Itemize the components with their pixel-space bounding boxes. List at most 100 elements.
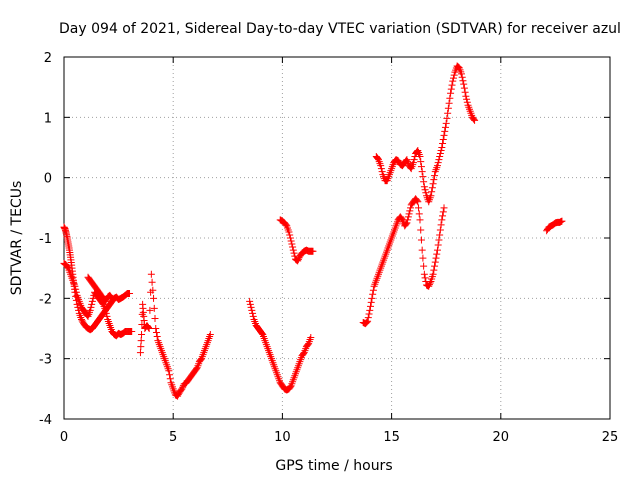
y-tick-label: -3	[39, 353, 52, 368]
data-point-marker	[363, 318, 371, 326]
data-point-marker	[415, 204, 423, 212]
data-point-marker	[447, 85, 455, 93]
data-point-marker	[378, 168, 386, 176]
data-point-marker	[247, 303, 255, 311]
data-point-marker	[152, 325, 160, 332]
data-point-marker	[416, 153, 424, 161]
data-point-marker	[294, 257, 302, 265]
data-point-marker	[166, 375, 174, 383]
y-tick-label: -2	[39, 292, 52, 307]
data-point-marker	[443, 114, 451, 122]
data-point-marker	[364, 314, 372, 322]
data-point-marker	[463, 95, 471, 103]
data-point-marker	[460, 80, 468, 88]
data-point-marker	[88, 300, 96, 308]
data-point-marker	[206, 331, 214, 339]
data-point-marker	[420, 262, 428, 270]
data-point-marker	[418, 246, 426, 254]
data-point-marker	[431, 172, 439, 180]
data-point-marker	[420, 183, 428, 191]
data-point-marker	[439, 208, 447, 216]
data-point-marker	[246, 300, 254, 308]
data-point-marker	[87, 303, 95, 311]
data-point-marker	[433, 162, 441, 170]
data-point-marker	[249, 309, 257, 317]
data-point-marker	[436, 226, 444, 234]
data-point-marker	[470, 115, 478, 123]
data-point-marker	[440, 204, 448, 212]
data-point-marker	[429, 180, 437, 188]
axis-ticks: 0 5 10 15 20 25 -4 -3 -2 -1 0 1 2	[39, 51, 618, 445]
data-point-marker	[369, 290, 377, 298]
data-point-marker	[430, 266, 438, 274]
data-point-marker	[101, 306, 109, 314]
data-point-marker	[88, 297, 96, 305]
data-point-marker	[457, 70, 465, 78]
data-point-marker	[419, 173, 427, 181]
data-point-marker	[404, 213, 412, 221]
data-point-marker	[86, 306, 94, 314]
data-point-marker	[197, 356, 205, 364]
data-point-marker	[287, 237, 295, 245]
data-point-marker	[144, 323, 152, 331]
data-point-marker	[246, 297, 254, 305]
data-point-marker	[402, 220, 410, 228]
data-point-marker	[150, 294, 158, 302]
data-point-marker	[442, 119, 450, 127]
data-point-marker	[126, 290, 134, 298]
data-point-marker	[414, 198, 422, 206]
data-point-marker	[445, 99, 453, 107]
data-point-marker	[428, 184, 436, 192]
y-tick-label: -1	[39, 232, 52, 247]
data-point-marker	[404, 216, 412, 224]
data-point-marker	[366, 306, 374, 314]
data-point-marker	[434, 159, 442, 167]
data-point-marker	[102, 309, 110, 317]
data-point-marker	[108, 294, 116, 302]
data-point-marker	[362, 319, 370, 327]
data-point-marker	[448, 81, 456, 89]
data-point-marker	[71, 282, 79, 290]
data-point-marker	[419, 254, 427, 262]
data-point-marker	[289, 246, 297, 254]
data-point-marker	[426, 279, 434, 287]
data-point-marker	[285, 228, 293, 236]
data-point-marker	[365, 310, 373, 318]
data-point-marker	[449, 74, 457, 82]
data-point-marker	[286, 383, 294, 391]
data-point-marker	[428, 188, 436, 196]
data-point-marker	[417, 226, 425, 234]
data-point-marker	[179, 383, 187, 391]
data-point-marker	[178, 385, 186, 393]
chart-title: Day 094 of 2021, Sidereal Day-to-day VTE…	[59, 21, 621, 37]
data-point-marker	[152, 329, 160, 337]
data-point-marker	[437, 221, 445, 229]
data-point-marker	[427, 192, 435, 200]
x-tick-label: 0	[60, 430, 68, 445]
data-point-marker	[166, 371, 174, 379]
y-axis-label: SDTVAR / TECUs	[9, 181, 25, 296]
data-point-marker	[377, 165, 385, 173]
data-point-marker	[429, 270, 437, 278]
data-point-marker	[435, 156, 443, 164]
data-point-marker	[192, 365, 200, 373]
data-point-marker	[377, 162, 385, 170]
y-tick-label: 2	[44, 51, 52, 66]
data-point-marker	[420, 178, 428, 186]
data-point-marker	[138, 331, 146, 339]
data-point-marker	[420, 270, 428, 278]
data-point-marker	[438, 144, 446, 151]
data-point-marker	[430, 176, 438, 184]
data-point-marker	[434, 241, 442, 249]
data-point-marker	[435, 236, 443, 244]
data-point-marker	[433, 250, 441, 258]
data-point-marker	[286, 231, 294, 239]
data-point-marker	[72, 285, 80, 293]
data-point-marker	[248, 306, 256, 314]
data-point-marker	[417, 236, 425, 244]
data-point-marker	[128, 328, 136, 336]
y-tick-label: 0	[44, 172, 52, 187]
data-point-marker	[286, 234, 294, 242]
data-point-marker	[150, 304, 158, 312]
data-point-marker	[439, 212, 447, 220]
